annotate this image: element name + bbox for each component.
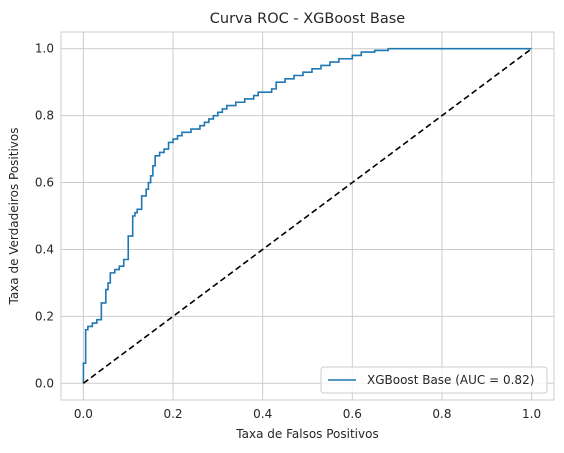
roc-curve-line [82,47,532,384]
x-tick-labels: 0.0 0.2 0.4 0.6 0.8 1.0 [74,407,541,421]
x-axis-label: Taxa de Falsos Positivos [235,427,378,441]
y-tick-label: 0.0 [35,376,54,390]
plot-frame [60,31,555,401]
y-tick-label: 0.8 [35,109,54,123]
legend-label-xgboost: XGBoost Base (AUC = 0.82) [367,373,534,387]
y-tick-label: 0.4 [35,242,54,256]
legend-box [320,366,548,394]
x-tick-label: 0.0 [74,407,93,421]
y-tick-labels: 0.0 0.2 0.4 0.6 0.8 1.0 [35,42,54,391]
x-tick-label: 0.8 [432,407,451,421]
series-layer [82,47,533,384]
y-tick-label: 1.0 [35,42,54,56]
x-tick-label: 0.6 [343,407,362,421]
legend: XGBoost Base (AUC = 0.82) [320,366,548,394]
y-tick-label: 0.6 [35,176,54,190]
y-axis-label: Taxa de Verdadeiros Positivos [7,127,21,305]
x-tick-label: 0.2 [163,407,182,421]
diagonal-reference-line [82,48,533,384]
chart-title: Curva ROC - XGBoost Base [210,11,406,27]
x-tick-label: 1.0 [522,407,541,421]
y-tick-label: 0.2 [35,309,54,323]
x-tick-label: 0.4 [253,407,272,421]
